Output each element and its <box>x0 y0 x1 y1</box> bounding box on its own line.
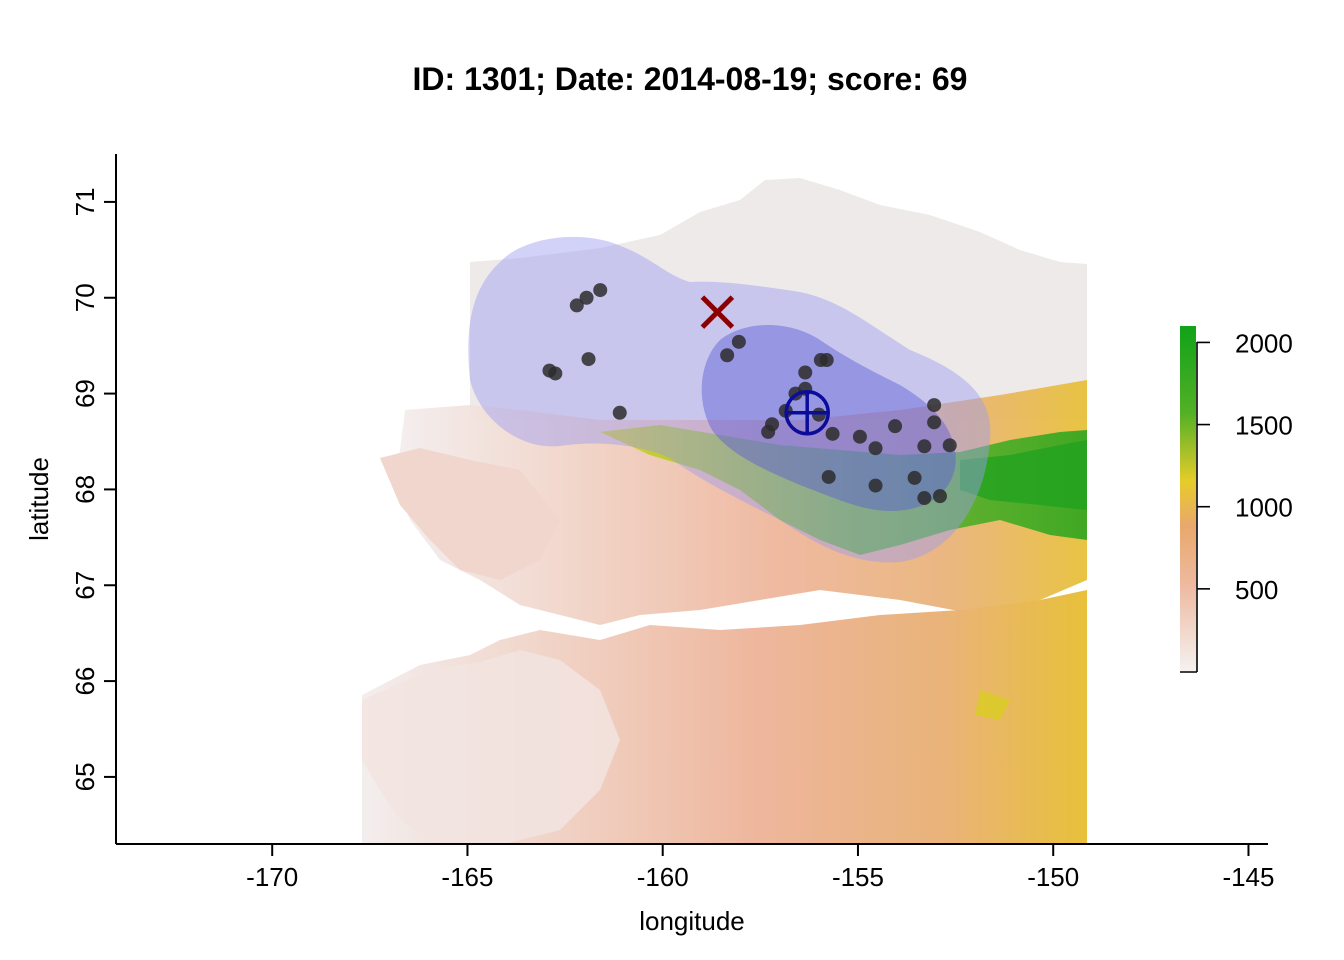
observation-point <box>917 491 932 506</box>
kernel-outer-region <box>468 236 991 563</box>
observation-point <box>765 417 780 432</box>
observation-point <box>868 478 883 493</box>
observation-point <box>720 348 735 363</box>
x-tick-label: -170 <box>246 862 298 892</box>
x-tick-label: -155 <box>832 862 884 892</box>
western-terrain <box>380 448 560 580</box>
southern-lowlands <box>362 650 620 844</box>
observation-point <box>811 407 826 422</box>
observation-point <box>888 419 903 434</box>
observation-point <box>579 290 594 305</box>
observation-point <box>932 489 947 504</box>
observation-point <box>907 470 922 485</box>
x-axis-label: longitude <box>639 906 745 936</box>
observation-point <box>821 469 836 484</box>
observation-point <box>548 366 563 381</box>
observation-point <box>612 405 627 420</box>
cross-marker-stroke <box>700 295 735 329</box>
observation-point <box>569 298 584 313</box>
observation-point <box>927 398 942 413</box>
observation-point <box>819 353 834 368</box>
y-tick-label: 71 <box>70 187 100 216</box>
observation-point <box>927 415 942 430</box>
y-tick-label: 68 <box>70 475 100 504</box>
observation-point <box>798 365 813 380</box>
brooks-range <box>600 425 1087 555</box>
observation-point <box>868 441 883 456</box>
observation-point <box>825 426 840 441</box>
observation-point <box>917 439 932 454</box>
elevation-colorbar: 500 1000 1500 2000 <box>1180 326 1293 673</box>
x-tick-label: -165 <box>441 862 493 892</box>
x-tick-label: -160 <box>637 862 689 892</box>
y-axis-ticks: 65 66 67 68 69 70 71 <box>70 187 116 791</box>
y-tick-label: 66 <box>70 667 100 696</box>
centroid-marker <box>784 390 830 436</box>
observation-point <box>581 352 596 367</box>
y-axis-label: latitude <box>24 457 54 541</box>
y-tick-label: 69 <box>70 379 100 408</box>
observation-point <box>731 334 746 349</box>
colorbar-tick-label: 500 <box>1235 575 1278 605</box>
interior-terrain <box>395 380 1087 625</box>
observation-point <box>852 429 867 444</box>
colorbar-ticks: 500 1000 1500 2000 <box>1197 328 1293 605</box>
chart-title: ID: 1301; Date: 2014-08-19; score: 69 <box>413 61 968 97</box>
coastal-plain-terrain <box>470 178 1087 420</box>
observation-points <box>542 283 957 506</box>
observation-point <box>593 283 608 298</box>
x-tick-label: -145 <box>1222 862 1274 892</box>
plot-axes: -170 -165 -160 -155 -150 -145 65 66 67 68 69 70 71 <box>70 154 1274 892</box>
y-tick-label: 67 <box>70 571 100 600</box>
yellow-ridge <box>975 690 1010 720</box>
y-tick-label: 70 <box>70 283 100 312</box>
colorbar-tick-label: 1000 <box>1235 493 1293 523</box>
x-axis-ticks: -170 -165 -160 -155 -150 -145 <box>246 844 1274 892</box>
colorbar-gradient <box>1180 326 1196 671</box>
x-tick-label: -150 <box>1027 862 1079 892</box>
terrain-map <box>362 178 1087 844</box>
y-tick-label: 65 <box>70 762 100 791</box>
colorbar-tick-label: 1500 <box>1235 411 1293 441</box>
colorbar-tick-label: 2000 <box>1235 328 1293 358</box>
cross-marker <box>700 295 735 329</box>
observation-point <box>942 438 957 453</box>
brooks-range-peaks <box>960 440 1087 510</box>
